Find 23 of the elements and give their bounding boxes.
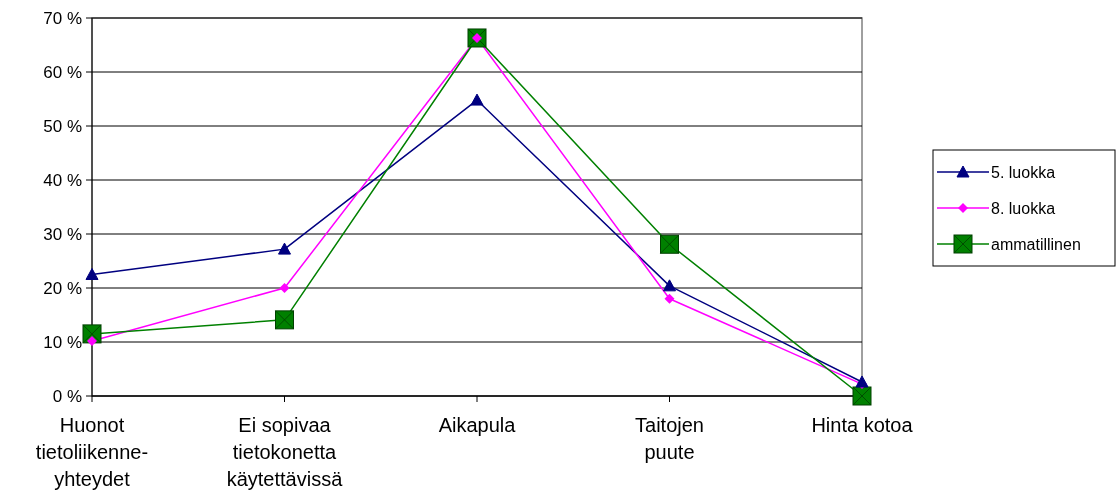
y-tick-label: 10 % xyxy=(43,332,82,352)
legend-label: 8. luokka xyxy=(991,199,1056,217)
y-tick-label: 40 % xyxy=(43,170,82,190)
point xyxy=(278,242,291,255)
point xyxy=(279,283,290,293)
point xyxy=(664,293,675,304)
point xyxy=(470,93,484,106)
x-tick-label: Taitojen puute xyxy=(635,414,704,463)
legend-label: 5. luokka xyxy=(991,163,1056,181)
y-tick-label: 20 % xyxy=(43,278,82,298)
x-tick-label: Hinta kotoa xyxy=(811,414,914,436)
x-tick-label: Ei sopivaa tietokonetta käytettävissä xyxy=(226,414,344,490)
y-tick-label: 60 % xyxy=(43,62,82,82)
x-tick-label: Huonot tietoliikenne- yhteydet xyxy=(35,414,149,490)
y-tick-label: 30 % xyxy=(43,224,82,244)
y-tick-label: 0 % xyxy=(52,386,82,406)
x-tick-label: Aikapula xyxy=(438,414,517,436)
legend-label: ammatillinen xyxy=(991,235,1081,253)
y-tick-label: 70 % xyxy=(43,8,82,28)
point xyxy=(85,268,99,280)
y-tick-label: 50 % xyxy=(43,116,82,136)
point xyxy=(663,279,676,292)
point xyxy=(855,375,869,388)
